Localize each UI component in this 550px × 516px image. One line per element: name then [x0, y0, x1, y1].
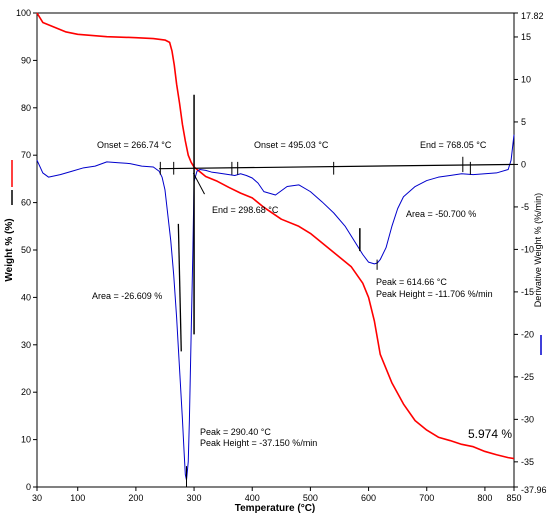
x-tick-label: 500 [303, 493, 318, 503]
annotation-end-1: End = 298.68 °C [212, 205, 279, 215]
derivative-weight-line [36, 134, 515, 481]
y2-tick-label: -5 [521, 202, 529, 212]
y2-tick-label: 17.82 [521, 11, 544, 21]
x-tick-label: 400 [245, 493, 260, 503]
annotation-peak-1: Peak = 290.40 °C [200, 427, 271, 437]
weight-percent-line [36, 12, 515, 460]
series-group [36, 12, 515, 481]
plot-frame [36, 12, 515, 488]
y2-tick-label: 5 [521, 117, 526, 127]
y-tick-label: 100 [16, 8, 31, 18]
area-marker [177, 223, 182, 352]
y2-axis-title: Derivative Weight % (%/min) [533, 193, 543, 307]
x-tick-label: 30 [32, 493, 42, 503]
y2-tick-label: -20 [521, 329, 534, 339]
annotation-peak-height-2: Peak Height = -11.706 %/min [376, 289, 493, 299]
x-tick-label: 300 [187, 493, 202, 503]
y2-tick-group: 17.82 15 10 5 0 -5 -10 -15 -20 -25 -30 -35 -37.96 [514, 11, 547, 495]
annotation-peak-2: Peak = 614.66 °C [376, 277, 447, 287]
annotation-area-1: Area = -26.609 % [92, 291, 162, 301]
annotation-area-2: Area = -50.700 % [406, 209, 476, 219]
x-tick-label: 600 [361, 493, 376, 503]
y-tick-group: 0 10 20 30 40 50 60 70 80 90 100 [16, 8, 37, 492]
y-tick-label: 60 [21, 198, 31, 208]
y-tick-label: 70 [21, 150, 31, 160]
y2-tick-label: -35 [521, 457, 534, 467]
y-tick-label: 10 [21, 435, 31, 445]
y2-tick-label: -15 [521, 287, 534, 297]
x-tick-label: 700 [419, 493, 434, 503]
marker-group [159, 94, 471, 488]
y2-tick-label: -25 [521, 372, 534, 382]
y-tick-label: 80 [21, 103, 31, 113]
annotation-onset-1: Onset = 266.74 °C [97, 140, 172, 150]
integration-baseline [159, 163, 515, 170]
x-tick-label: 800 [477, 493, 492, 503]
x-axis-title: Temperature (°C) [235, 503, 316, 514]
end-leader-line [192, 172, 205, 195]
y-tick-label: 0 [26, 482, 31, 492]
y2-tick-label: 0 [521, 159, 526, 169]
annotation-onset-2: Onset = 495.03 °C [254, 140, 329, 150]
y-tick-label: 20 [21, 387, 31, 397]
y2-tick-label: -37.96 [521, 485, 547, 495]
y2-tick-label: -10 [521, 244, 534, 254]
y-tick-label: 30 [21, 340, 31, 350]
y2-tick-label: 15 [521, 32, 531, 42]
annotation-peak-height-1: Peak Height = -37.150 %/min [200, 438, 317, 448]
y-tick-label: 90 [21, 55, 31, 65]
annotation-residue: 5.974 % [468, 427, 512, 441]
x-tick-label: 850 [506, 493, 521, 503]
y-tick-label: 40 [21, 292, 31, 302]
x-tick-group: 30 100 200 300 400 500 600 700 800 850 [32, 487, 522, 503]
y2-tick-label: -30 [521, 414, 534, 424]
y-axis-title: Weight % (%) [4, 218, 15, 281]
x-tick-label: 100 [70, 493, 85, 503]
x-tick-label: 200 [128, 493, 143, 503]
y2-tick-label: 10 [521, 74, 531, 84]
y-tick-label: 50 [21, 245, 31, 255]
annotation-end-2: End = 768.05 °C [420, 140, 487, 150]
